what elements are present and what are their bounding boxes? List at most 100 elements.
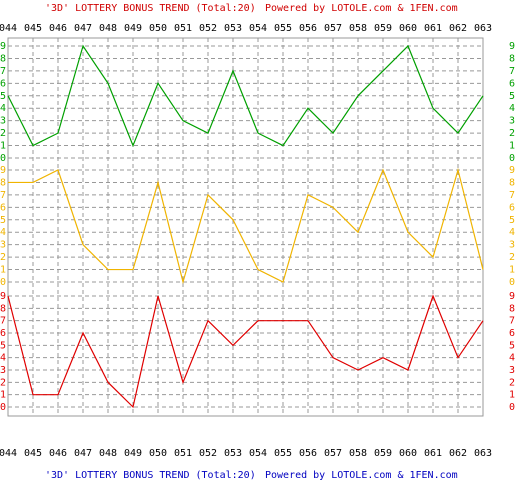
trend-line (7, 44, 484, 148)
y-tick-label-right: 0 (509, 402, 515, 413)
x-tick-label-top: 059 (374, 23, 392, 34)
y-tick-label-left: 1 (0, 265, 6, 276)
y-tick-label-left: 8 (0, 303, 6, 314)
footer-title: '3D' LOTTERY BONUS TREND (Total:20) (45, 470, 256, 481)
x-tick-label-bottom: 044 (0, 448, 17, 459)
y-tick-label-right: 9 (509, 291, 515, 302)
y-tick-label-left: 5 (0, 340, 6, 351)
y-tick-label-left: 0 (0, 402, 6, 413)
x-tick-label-bottom: 050 (149, 448, 167, 459)
x-tick-label-top: 061 (424, 23, 442, 34)
x-tick-label-top: 051 (174, 23, 192, 34)
x-tick-label-bottom: 062 (449, 448, 467, 459)
x-tick-label-bottom: 048 (99, 448, 117, 459)
y-tick-label-right: 7 (509, 66, 515, 77)
y-tick-label-right: 8 (509, 53, 515, 64)
y-tick-label-left: 7 (0, 190, 6, 201)
x-tick-label-top: 060 (399, 23, 417, 34)
y-tick-label-right: 7 (509, 190, 515, 201)
x-tick-label-top: 057 (324, 23, 342, 34)
y-tick-label-left: 3 (0, 116, 6, 127)
y-tick-label-left: 5 (0, 215, 6, 226)
y-tick-label-left: 4 (0, 103, 6, 114)
x-tick-label-bottom: 060 (399, 448, 417, 459)
x-tick-label-top: 053 (224, 23, 242, 34)
y-tick-label-right: 3 (509, 240, 515, 251)
y-tick-label-right: 9 (509, 165, 515, 176)
y-tick-label-right: 1 (509, 390, 515, 401)
y-tick-label-left: 4 (0, 353, 6, 364)
y-tick-label-right: 0 (509, 153, 515, 164)
x-tick-label-bottom: 046 (49, 448, 67, 459)
y-tick-label-right: 9 (509, 41, 515, 52)
x-tick-label-top: 044 (0, 23, 17, 34)
footer-credit: Powered by LOTOLE.com & 1FEN.com (265, 470, 458, 481)
y-tick-label-left: 2 (0, 377, 6, 388)
y-tick-label-right: 6 (509, 78, 515, 89)
y-tick-label-right: 1 (509, 141, 515, 152)
y-tick-label-right: 8 (509, 303, 515, 314)
y-tick-label-left: 2 (0, 252, 6, 263)
y-tick-label-right: 8 (509, 177, 515, 188)
x-tick-label-top: 052 (199, 23, 217, 34)
x-tick-label-bottom: 051 (174, 448, 192, 459)
x-tick-label-top: 046 (49, 23, 67, 34)
y-tick-label-right: 1 (509, 265, 515, 276)
y-tick-label-left: 4 (0, 227, 6, 238)
x-tick-label-bottom: 057 (324, 448, 342, 459)
x-tick-label-top: 055 (274, 23, 292, 34)
x-tick-label-bottom: 055 (274, 448, 292, 459)
x-tick-label-bottom: 056 (299, 448, 317, 459)
y-tick-label-left: 9 (0, 165, 6, 176)
y-tick-label-left: 8 (0, 177, 6, 188)
x-tick-label-bottom: 063 (474, 448, 492, 459)
y-tick-label-right: 0 (509, 277, 515, 288)
x-tick-label-top: 050 (149, 23, 167, 34)
x-tick-label-top: 056 (299, 23, 317, 34)
y-tick-label-right: 5 (509, 340, 515, 351)
x-tick-label-bottom: 054 (249, 448, 267, 459)
y-tick-label-right: 5 (509, 215, 515, 226)
y-tick-label-left: 9 (0, 291, 6, 302)
y-tick-label-left: 6 (0, 202, 6, 213)
x-tick-label-bottom: 052 (199, 448, 217, 459)
x-tick-label-top: 048 (99, 23, 117, 34)
x-tick-label-bottom: 053 (224, 448, 242, 459)
y-tick-label-left: 8 (0, 53, 6, 64)
x-tick-label-bottom: 045 (24, 448, 42, 459)
y-tick-label-left: 3 (0, 365, 6, 376)
y-tick-label-left: 3 (0, 240, 6, 251)
x-tick-label-top: 049 (124, 23, 142, 34)
y-tick-label-left: 2 (0, 128, 6, 139)
y-tick-label-right: 2 (509, 252, 515, 263)
x-tick-label-bottom: 047 (74, 448, 92, 459)
x-tick-label-bottom: 058 (349, 448, 367, 459)
y-tick-label-right: 5 (509, 91, 515, 102)
y-tick-label-right: 3 (509, 365, 515, 376)
x-tick-label-top: 062 (449, 23, 467, 34)
y-tick-label-right: 4 (509, 103, 515, 114)
trend-line (8, 167, 484, 285)
header-credit: Powered by LOTOLE.com & 1FEN.com (265, 3, 458, 14)
y-tick-label-left: 1 (0, 390, 6, 401)
y-tick-label-left: 6 (0, 328, 6, 339)
y-tick-label-left: 6 (0, 78, 6, 89)
header-title: '3D' LOTTERY BONUS TREND (Total:20) (45, 3, 256, 14)
y-tick-label-right: 4 (509, 227, 515, 238)
x-tick-label-top: 063 (474, 23, 492, 34)
y-tick-label-left: 9 (0, 41, 6, 52)
y-tick-label-left: 1 (0, 141, 6, 152)
y-tick-label-right: 2 (509, 128, 515, 139)
y-tick-label-right: 6 (509, 328, 515, 339)
x-tick-label-top: 047 (74, 23, 92, 34)
y-tick-label-left: 5 (0, 91, 6, 102)
y-tick-label-right: 3 (509, 116, 515, 127)
x-tick-label-top: 058 (349, 23, 367, 34)
x-tick-label-top: 045 (24, 23, 42, 34)
y-tick-label-right: 6 (509, 202, 515, 213)
y-tick-label-left: 0 (0, 153, 6, 164)
y-tick-label-left: 0 (0, 277, 6, 288)
x-tick-label-bottom: 059 (374, 448, 392, 459)
y-tick-label-left: 7 (0, 66, 6, 77)
